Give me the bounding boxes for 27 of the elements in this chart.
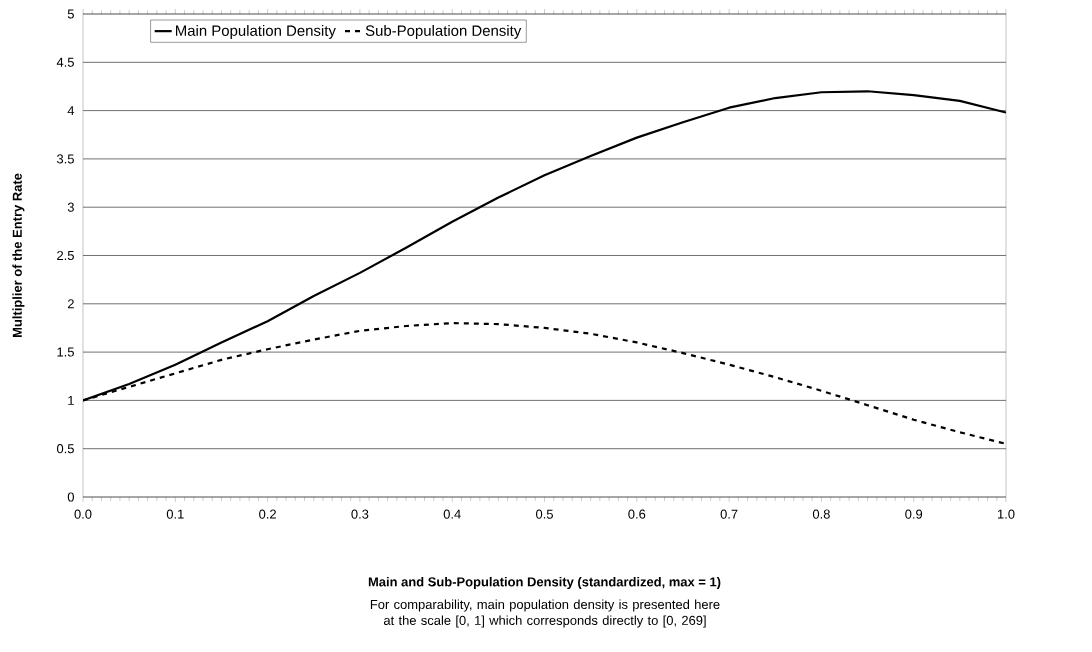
y-tick-label: 3	[67, 202, 74, 212]
x-tick-label: 0.8	[812, 509, 830, 519]
x-tick-label: 0.3	[351, 509, 369, 519]
y-tick-label: 2.5	[57, 250, 74, 261]
y-tick-label: 1.5	[57, 347, 74, 357]
x-tick-label: 0.7	[720, 509, 738, 519]
x-tick-label: 0.5	[536, 509, 553, 519]
x-axis-title: Main and Sub-Population Density (standardized, max = 1)	[368, 576, 721, 590]
x-tick-label: 0.9	[905, 509, 923, 519]
y-tick-label: 0	[67, 492, 74, 502]
x-tick-label: 0.1	[166, 509, 184, 519]
y-tick-label: 2	[67, 299, 74, 309]
y-tick-label: 4.5	[56, 57, 74, 67]
x-tick-label: 1.0	[997, 509, 1015, 519]
y-tick-label: 5	[67, 9, 74, 19]
x-tick-label: 0.0	[74, 509, 92, 519]
legend-label: Sub-Population Density	[365, 24, 522, 39]
x-tick-label: 0.4	[443, 509, 461, 519]
x-tick-label: 0.2	[259, 509, 276, 519]
y-tick-label: 3.5	[56, 154, 74, 164]
legend-label: Main Population Density	[176, 24, 336, 39]
text: For comparability, main population density is presented here at the scale [0, 1] which corresponds directly to [0, 269]	[370, 599, 720, 628]
y-tick-label: 0.5	[56, 444, 74, 454]
y-axis-title: Multiplier of the Entry Rate	[12, 173, 25, 338]
y-tick-label: 1	[68, 395, 74, 405]
y-tick-label: 4	[67, 106, 75, 116]
x-tick-label: 0.6	[628, 509, 646, 519]
